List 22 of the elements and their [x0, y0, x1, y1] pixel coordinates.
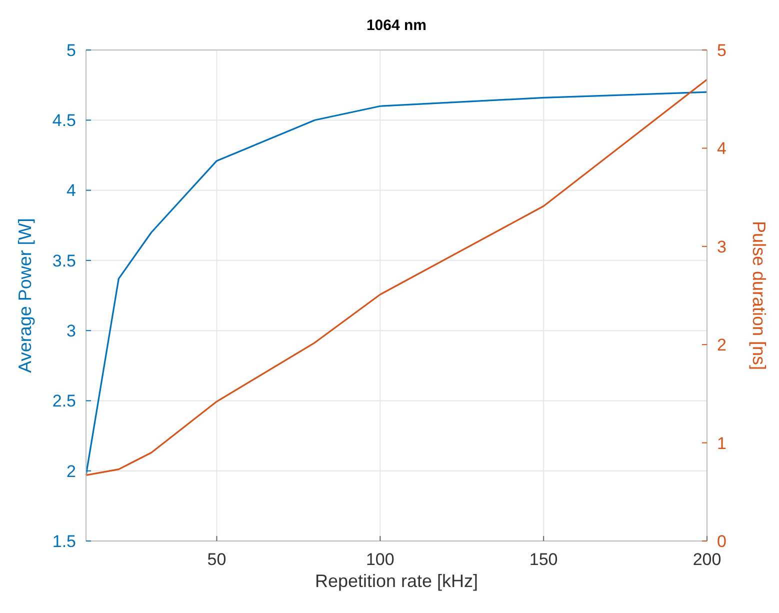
- y2-tick-label: 3: [717, 237, 726, 256]
- y2-tick-label: 4: [717, 139, 726, 158]
- x-tick-label: 100: [366, 550, 394, 569]
- y-tick-label: 3.5: [52, 251, 76, 270]
- y2-tick-label: 0: [717, 532, 726, 551]
- y-tick-label: 4.5: [52, 111, 76, 130]
- y-tick-label: 1.5: [52, 532, 76, 551]
- y2-tick-label: 5: [717, 40, 726, 60]
- y2-axis-title: Pulse duration [ns]: [749, 220, 769, 370]
- y2-tick-label: 1: [717, 434, 726, 453]
- y-tick-label: 4: [66, 181, 76, 200]
- y-tick-label: 3: [66, 322, 76, 341]
- x-axis-title: Repetition rate [kHz]: [314, 571, 478, 591]
- chart-title: 1064 nm: [366, 17, 427, 34]
- y-tick-label: 2: [66, 462, 76, 481]
- y-tick-label: 5: [66, 40, 76, 60]
- x-tick-label: 50: [207, 550, 226, 569]
- y-axis-title: Average Power [W]: [15, 218, 35, 373]
- x-tick-label: 150: [529, 550, 558, 569]
- y-tick-label: 2.5: [52, 392, 76, 411]
- x-tick-label: 200: [692, 550, 722, 569]
- y2-tick-label: 2: [717, 336, 726, 355]
